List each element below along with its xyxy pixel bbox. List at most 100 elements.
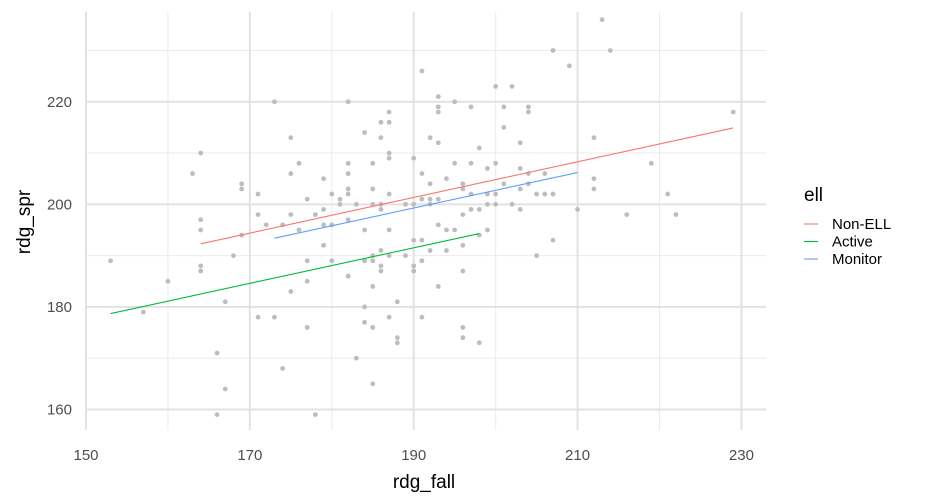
scatter-point	[378, 248, 384, 253]
scatter-point	[526, 109, 531, 115]
scatter-point	[378, 268, 384, 274]
scatter-point	[198, 227, 204, 233]
scatter-point	[386, 150, 392, 156]
scatter-point	[386, 191, 392, 197]
scatter-point	[493, 83, 499, 89]
scatter-point	[411, 201, 417, 207]
scatter-point	[288, 171, 294, 176]
scatter-point	[476, 145, 482, 151]
scatter-point	[288, 212, 294, 217]
scatter-point	[419, 171, 425, 176]
scatter-point	[345, 186, 351, 192]
scatter-point	[198, 150, 204, 156]
scatter-point	[312, 212, 318, 217]
scatter-point	[272, 99, 277, 105]
scatter-point	[427, 181, 433, 187]
x-tick-label: 210	[565, 447, 590, 464]
scatter-point	[370, 283, 376, 289]
scatter-point	[493, 191, 499, 197]
scatter-point	[427, 248, 433, 253]
scatter-point	[304, 278, 310, 284]
scatter-point	[165, 278, 171, 284]
scatter-point	[624, 212, 630, 217]
scatter-point	[108, 258, 113, 264]
scatter-point	[296, 160, 302, 166]
scatter-point	[419, 258, 425, 264]
scatter-point	[575, 207, 580, 212]
scatter-point	[517, 140, 523, 146]
scatter-point	[452, 160, 458, 166]
scatter-point	[444, 227, 449, 233]
scatter-point	[386, 253, 392, 259]
scatter-point	[370, 160, 376, 166]
scatter-point	[403, 201, 408, 207]
scatter-point	[353, 201, 359, 207]
scatter-point	[591, 186, 597, 192]
legend-label: Active	[832, 234, 873, 251]
scatter-point	[665, 191, 671, 197]
scatter-point	[353, 355, 359, 361]
legend-title: ell	[804, 185, 823, 206]
scatter-point	[534, 253, 540, 259]
scatter-point	[272, 314, 277, 320]
scatter-point	[386, 119, 392, 125]
scatter-point	[501, 104, 507, 110]
x-tick-label: 190	[401, 447, 426, 464]
scatter-point	[485, 166, 490, 171]
scatter-point	[362, 130, 367, 135]
scatter-point	[378, 135, 384, 141]
x-tick-label: 170	[237, 447, 262, 464]
scatter-point	[362, 319, 367, 325]
scatter-point	[337, 196, 343, 202]
tick-labels: 150 170 190 210 230 160 180 200 220	[47, 94, 754, 464]
scatter-point	[435, 196, 441, 202]
scatter-point	[607, 48, 613, 53]
scatter-point	[435, 109, 441, 115]
scatter-point	[239, 181, 245, 187]
scatter-point	[362, 258, 367, 264]
scatter-point	[517, 166, 523, 171]
scatter-point	[460, 181, 466, 187]
scatter-point	[485, 227, 490, 233]
legend-label: Monitor	[832, 251, 882, 268]
scatter-point	[370, 258, 376, 264]
scatter-point	[378, 207, 384, 212]
scatter-point	[386, 227, 392, 233]
scatter-point	[501, 124, 507, 130]
scatter-point	[419, 314, 425, 320]
scatter-point	[190, 171, 195, 176]
scatter-point	[345, 171, 351, 176]
scatter-point	[476, 340, 482, 346]
scatter-point	[345, 217, 351, 223]
scatter-point	[222, 386, 228, 392]
scatter-point	[435, 104, 441, 110]
scatter-point	[468, 207, 474, 212]
scatter-point	[444, 248, 449, 253]
y-tick-label: 200	[47, 196, 72, 213]
scatter-point	[550, 191, 556, 197]
scatter-point	[730, 109, 736, 115]
scatter-point	[435, 140, 441, 146]
scatter-point	[509, 83, 515, 89]
scatter-point	[386, 314, 392, 320]
scatter-point	[239, 186, 245, 192]
series-line-non-ell	[200, 127, 734, 245]
scatter-point	[460, 186, 466, 192]
scatter-point	[542, 191, 548, 197]
grid-lines	[85, 12, 766, 430]
scatter-point	[460, 212, 466, 217]
scatter-point	[378, 263, 384, 269]
scatter-point	[394, 299, 400, 305]
scatter-point	[435, 283, 441, 289]
scatter-point	[214, 350, 220, 356]
scatter-point	[427, 135, 433, 141]
scatter-point	[419, 196, 425, 202]
scatter-point	[419, 237, 425, 243]
scatter-point	[411, 237, 417, 243]
scatter-point	[255, 212, 261, 217]
x-tick-label: 150	[73, 447, 98, 464]
scatter-point	[370, 381, 376, 387]
scatter-point	[485, 191, 490, 197]
scatter-point	[321, 222, 326, 228]
scatter-point	[198, 263, 204, 269]
